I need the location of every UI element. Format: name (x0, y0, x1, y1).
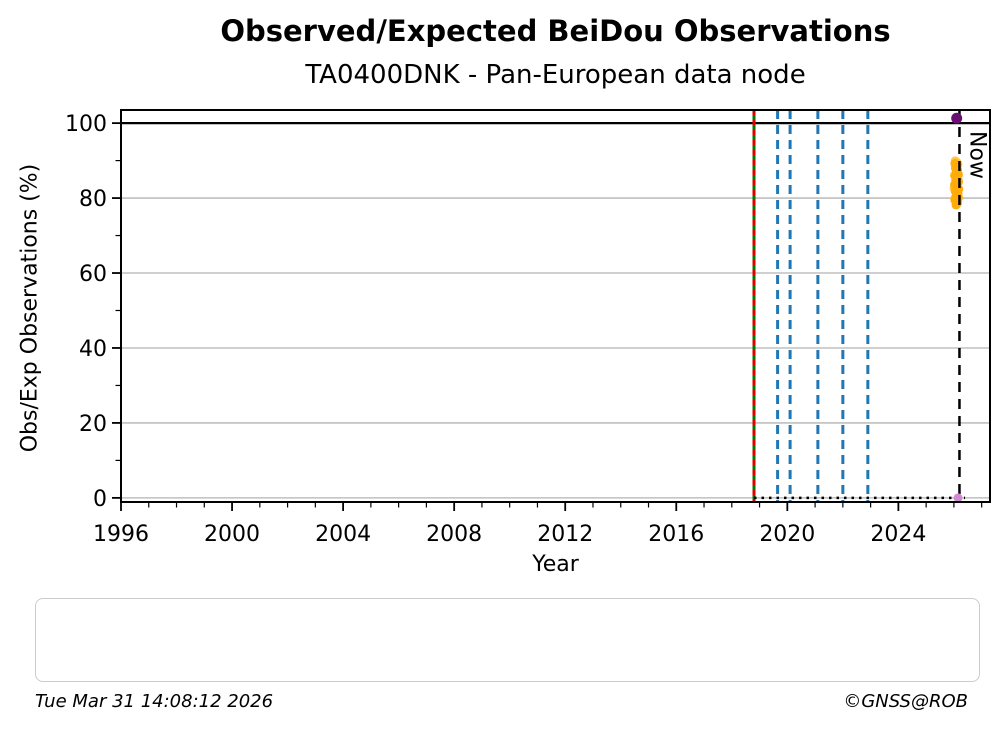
y-tick-label: 60 (79, 262, 107, 287)
chart-title: Observed/Expected BeiDou Observations (220, 14, 891, 48)
data-point-BDS-2+f (950, 158, 960, 169)
x-tick-label: 2008 (426, 522, 482, 547)
plot-border (120, 109, 991, 503)
x-tick-label: 2004 (315, 522, 371, 547)
x-tick-label: 2012 (537, 522, 593, 547)
y-tick-label: 80 (79, 187, 107, 212)
copyright-credit: ©GNSS@ROB (843, 691, 968, 712)
data-point-obs-ele (953, 493, 963, 503)
x-axis-label: Year (532, 552, 579, 577)
y-tick-label: 0 (93, 487, 107, 512)
chart-canvas: Now 1996 2000 2004 2008 2012 2016 2020 2024 0 20 40… (65, 109, 991, 547)
x-tick-label: 1996 (93, 522, 149, 547)
x-tick-label: 2020 (759, 522, 815, 547)
chart-subtitle: TA0400DNK - Pan-European data node (305, 60, 806, 90)
data-point-RINEX3 (951, 112, 963, 124)
plot-timestamp: Tue Mar 31 14:08:12 2026 (35, 691, 274, 712)
x-tick-label: 2024 (870, 522, 926, 547)
legend: BDS 1fobs elelog eleRINEX2RINEX3RINEX4BD… (35, 598, 980, 682)
y-tick-label: 20 (79, 412, 107, 437)
y-tick-label: 100 (65, 112, 107, 137)
x-tick-label: 2000 (204, 522, 260, 547)
x-tick-label: 2016 (648, 522, 704, 547)
now-label: Now (964, 131, 989, 179)
y-axis-label: Obs/Exp Observations (%) (17, 163, 43, 453)
y-tick-label: 40 (79, 337, 107, 362)
